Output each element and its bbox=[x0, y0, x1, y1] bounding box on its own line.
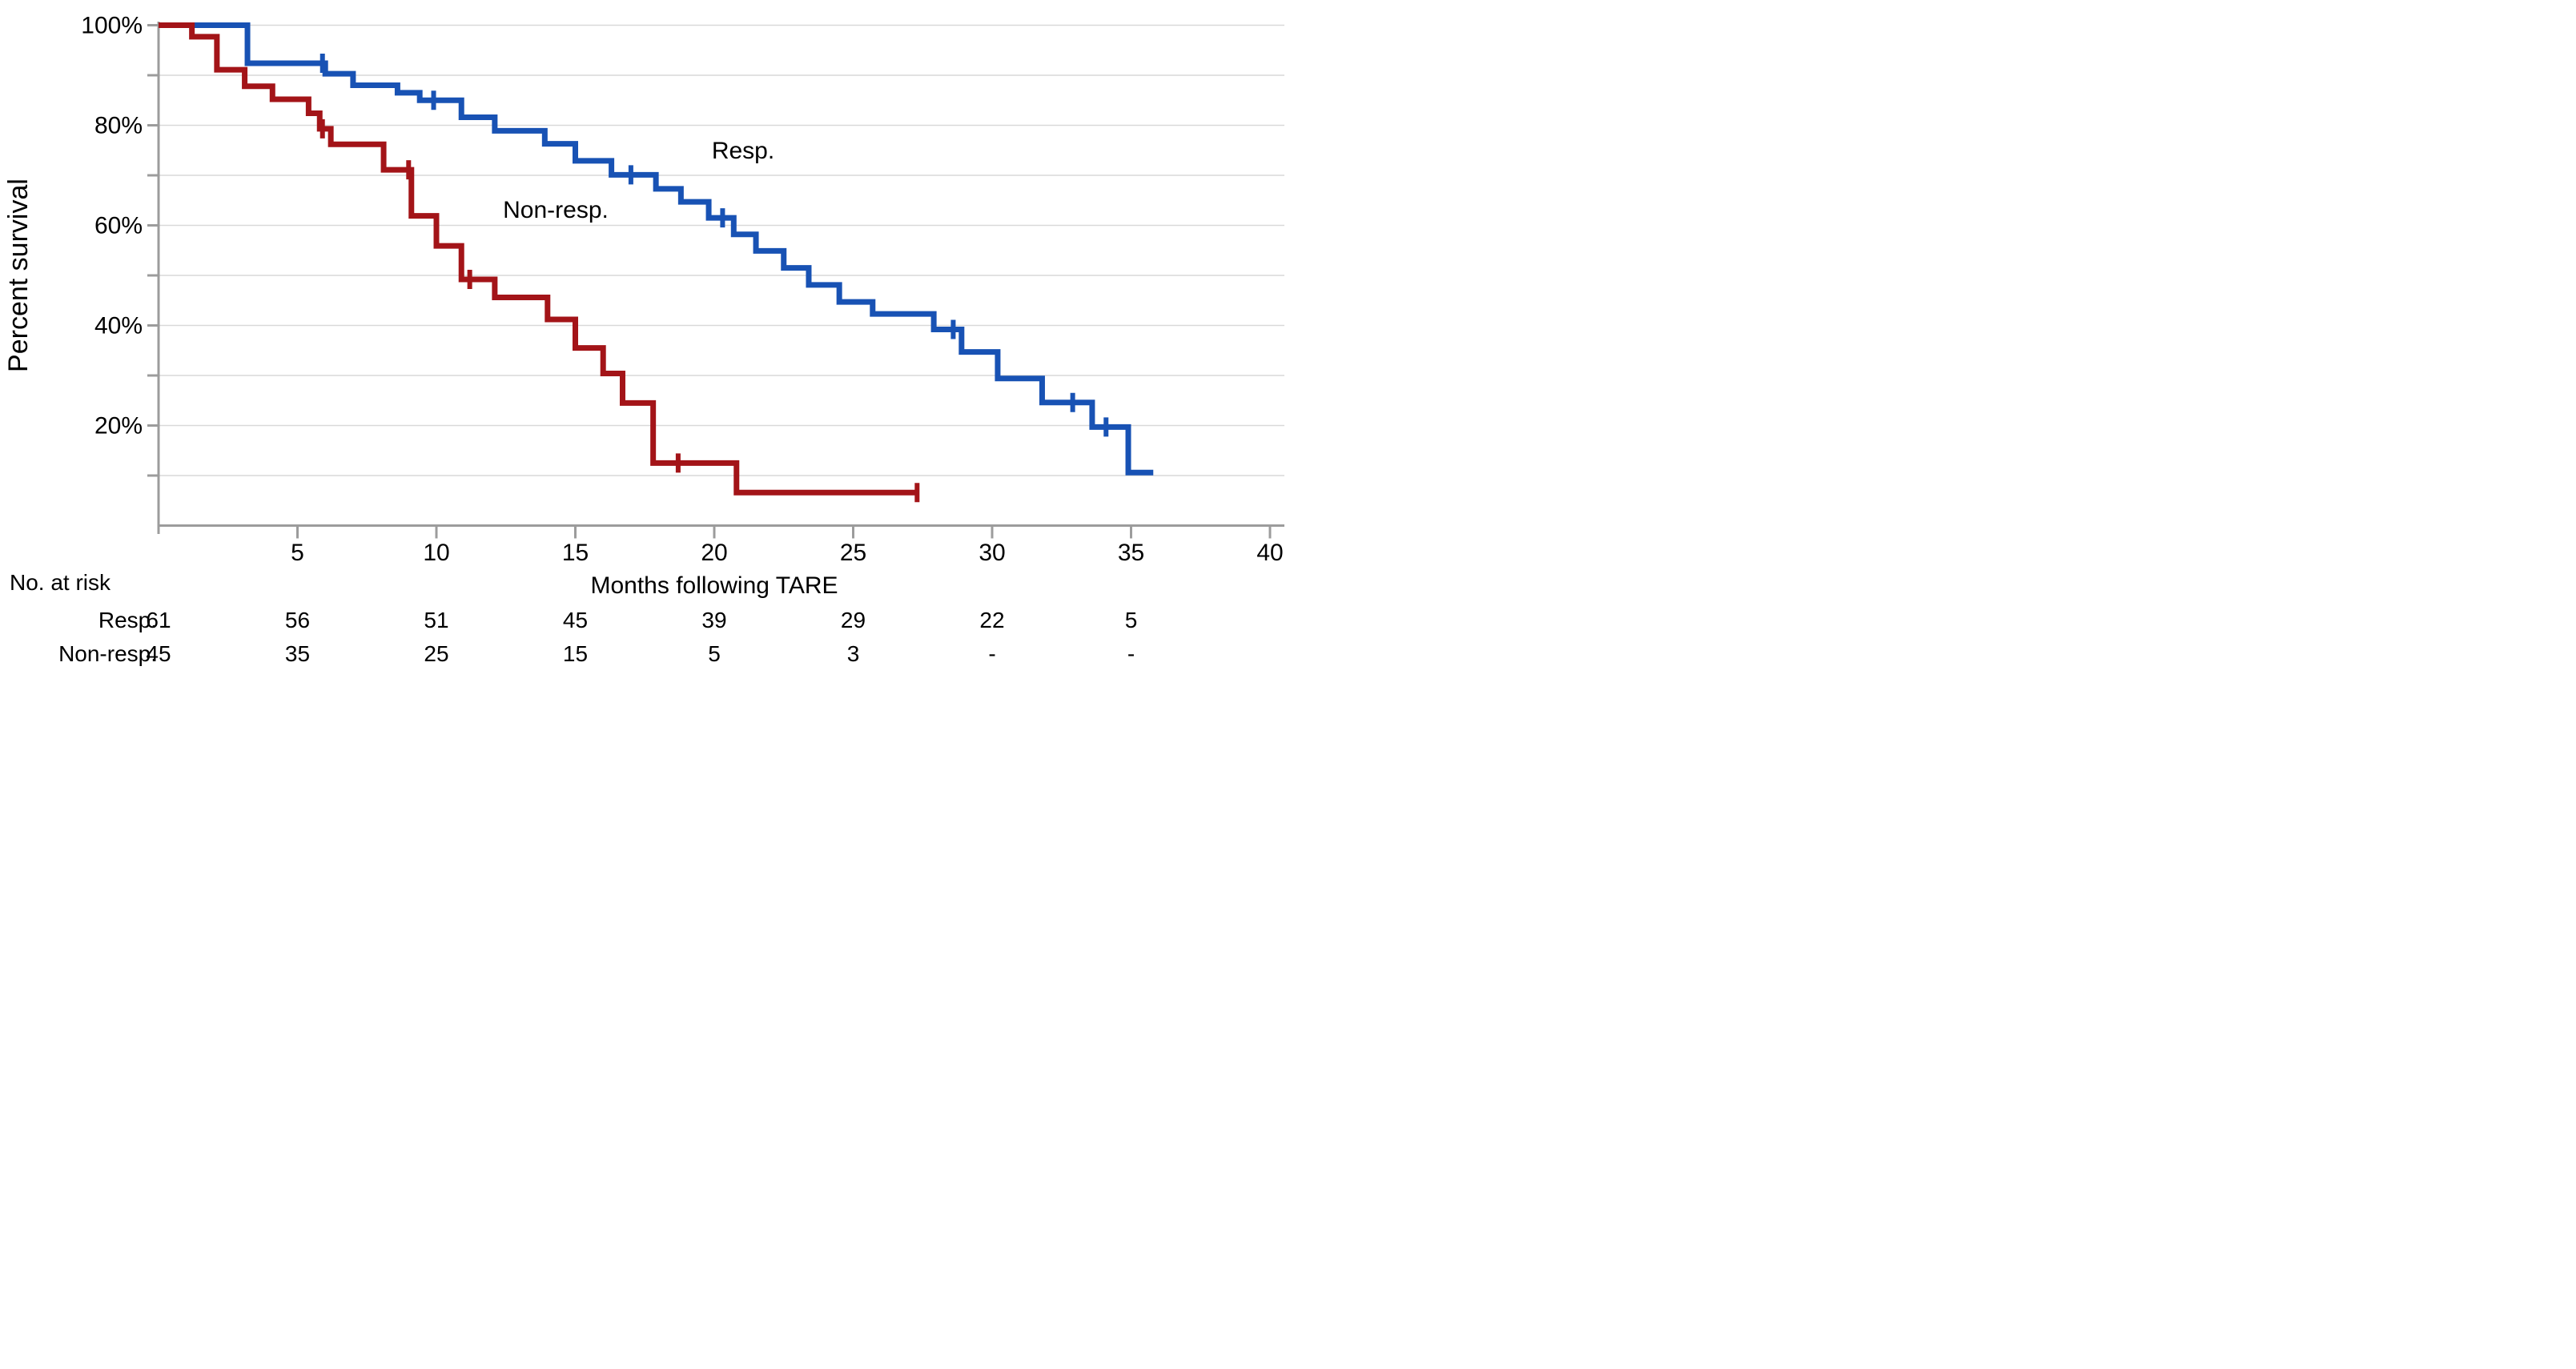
risk-table-header: No. at risk bbox=[10, 570, 111, 595]
y-tick-marks bbox=[147, 24, 158, 477]
x-tick-label-40: 40 bbox=[1256, 540, 1283, 566]
x-tick-label-15: 15 bbox=[562, 540, 589, 566]
y-axis-title: Percent survival bbox=[3, 179, 34, 372]
km-plot: 5 10 15 20 25 30 35 40 100%80%60%40%20% 61 56 51 4… bbox=[3, 13, 1284, 666]
y-tick-label-40: 40% bbox=[94, 313, 143, 339]
risk-value-nonresp-m0: 45 bbox=[146, 641, 171, 666]
x-tick-label-5: 5 bbox=[291, 540, 304, 566]
censor-marks bbox=[319, 54, 1109, 503]
nonresp-curve bbox=[159, 22, 918, 496]
survival-curves bbox=[159, 22, 1154, 496]
risk-value-resp-m20: 39 bbox=[701, 608, 726, 632]
nonresp-curve-label: Non-resp. bbox=[503, 197, 609, 223]
km-figure: 5 10 15 20 25 30 35 40 100% 80% 60% 40% 20% 61 56 51 4… bbox=[0, 0, 1288, 684]
y-tick-label-60: 60% bbox=[94, 213, 143, 239]
x-axis-title: Months following TARE bbox=[590, 572, 838, 599]
gridlines bbox=[159, 24, 1284, 476]
x-tick-labels: 5 10 15 20 25 30 35 40 bbox=[291, 540, 1284, 566]
y-tick-label-80: 80% bbox=[94, 113, 143, 139]
risk-value-nonresp-m15: 15 bbox=[563, 641, 588, 666]
risk-value-nonresp-m35: - bbox=[1127, 641, 1135, 666]
x-tick-label-35: 35 bbox=[1118, 540, 1144, 566]
risk-table-values: 61 56 51 45 39 29 22 5 45 35 25 15 5 3 - - bbox=[146, 608, 1137, 666]
risk-value-resp-m15: 45 bbox=[563, 608, 588, 632]
risk-value-resp-m25: 29 bbox=[841, 608, 866, 632]
risk-value-nonresp-m20: 5 bbox=[708, 641, 721, 666]
page: { "chart_data": { "type": "line", "subty… bbox=[0, 0, 2576, 684]
risk-value-resp-m30: 22 bbox=[979, 608, 1004, 632]
risk-value-resp-m35: 5 bbox=[1125, 608, 1138, 632]
y-tick-labels: 100% 80% 60% 40% 20% bbox=[81, 13, 143, 440]
x-tick-label-20: 20 bbox=[701, 540, 727, 566]
y-tick-label-20: 20% bbox=[94, 413, 143, 440]
resp-curve bbox=[159, 22, 1154, 476]
x-tick-label-10: 10 bbox=[423, 540, 449, 566]
resp-curve-label: Resp. bbox=[712, 138, 774, 164]
risk-value-resp-m0: 61 bbox=[146, 608, 171, 632]
x-tick-label-30: 30 bbox=[979, 540, 1005, 566]
risk-row-label-resp: Resp. bbox=[98, 608, 157, 632]
risk-value-resp-m10: 51 bbox=[424, 608, 448, 632]
x-tick-marks bbox=[296, 526, 1272, 539]
x-tick-label-25: 25 bbox=[840, 540, 866, 566]
risk-row-label-nonresp: Non-resp. bbox=[58, 641, 157, 666]
risk-value-nonresp-m5: 35 bbox=[285, 641, 310, 666]
risk-value-nonresp-m10: 25 bbox=[424, 641, 448, 666]
y-tick-label-100: 100% bbox=[81, 13, 143, 39]
axes bbox=[157, 22, 1284, 534]
risk-value-nonresp-m30: - bbox=[988, 641, 995, 666]
risk-value-nonresp-m25: 3 bbox=[847, 641, 860, 666]
risk-value-resp-m5: 56 bbox=[285, 608, 310, 632]
